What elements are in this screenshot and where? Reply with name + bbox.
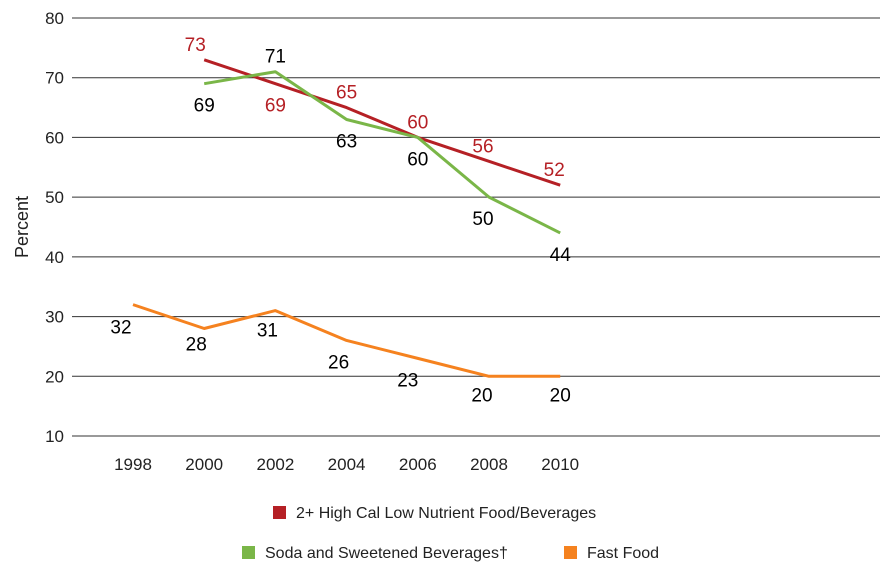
data-label: 26 (328, 352, 349, 373)
x-axis-ticks: 1998 2000 2002 2004 2006 2008 2010 (114, 455, 579, 474)
data-label: 69 (265, 96, 286, 117)
y-tick-label: 30 (45, 308, 64, 327)
data-label: 63 (336, 132, 357, 153)
y-tick-label: 40 (45, 248, 64, 267)
data-label: 71 (265, 47, 286, 68)
x-tick-label: 2004 (328, 455, 366, 474)
series-lines (132, 58, 561, 378)
y-tick-label: 10 (45, 427, 64, 446)
y-tick-label: 60 (45, 128, 64, 147)
y-tick-label: 50 (45, 188, 64, 207)
data-label: 56 (472, 136, 493, 157)
data-label: 50 (472, 209, 493, 230)
data-label: 28 (186, 335, 207, 356)
legend-swatch (564, 546, 577, 559)
legend-label: Fast Food (587, 545, 659, 562)
x-tick-label: 2010 (541, 455, 579, 474)
data-label: 31 (257, 321, 278, 342)
y-axis-ticks: 10 20 30 40 50 60 70 80 (45, 9, 64, 446)
data-label: 65 (336, 83, 357, 104)
data-label: 23 (397, 370, 418, 391)
data-label: 60 (407, 149, 428, 170)
y-axis-label: Percent (12, 196, 32, 258)
x-tick-label: 2006 (399, 455, 437, 474)
data-label: 20 (471, 385, 492, 406)
data-label: 52 (544, 160, 565, 181)
x-tick-label: 1998 (114, 455, 152, 474)
y-tick-label: 70 (45, 69, 64, 88)
legend-label: 2+ High Cal Low Nutrient Food/Beverages (296, 505, 596, 522)
y-tick-label: 80 (45, 9, 64, 28)
data-label: 44 (550, 245, 572, 266)
y-tick-label: 20 (45, 367, 64, 386)
x-tick-label: 2008 (470, 455, 508, 474)
data-label: 60 (407, 112, 428, 133)
legend-swatch (242, 546, 255, 559)
x-tick-label: 2002 (256, 455, 294, 474)
data-labels: 73 69 65 60 56 52 69 71 63 60 50 44 32 28 31 26 23 20 20 (110, 35, 571, 406)
series-line (203, 70, 561, 235)
legend-swatch (273, 506, 286, 519)
data-label: 32 (110, 318, 131, 339)
series-line (132, 303, 561, 378)
legend: 2+ High Cal Low Nutrient Food/Beverages S… (242, 505, 659, 562)
gridlines (72, 17, 880, 437)
legend-label: Soda and Sweetened Beverages† (265, 545, 508, 562)
data-label: 69 (194, 96, 215, 117)
data-label: 73 (185, 35, 206, 56)
series-line (203, 58, 561, 187)
data-label: 20 (550, 385, 571, 406)
x-tick-label: 2000 (185, 455, 223, 474)
